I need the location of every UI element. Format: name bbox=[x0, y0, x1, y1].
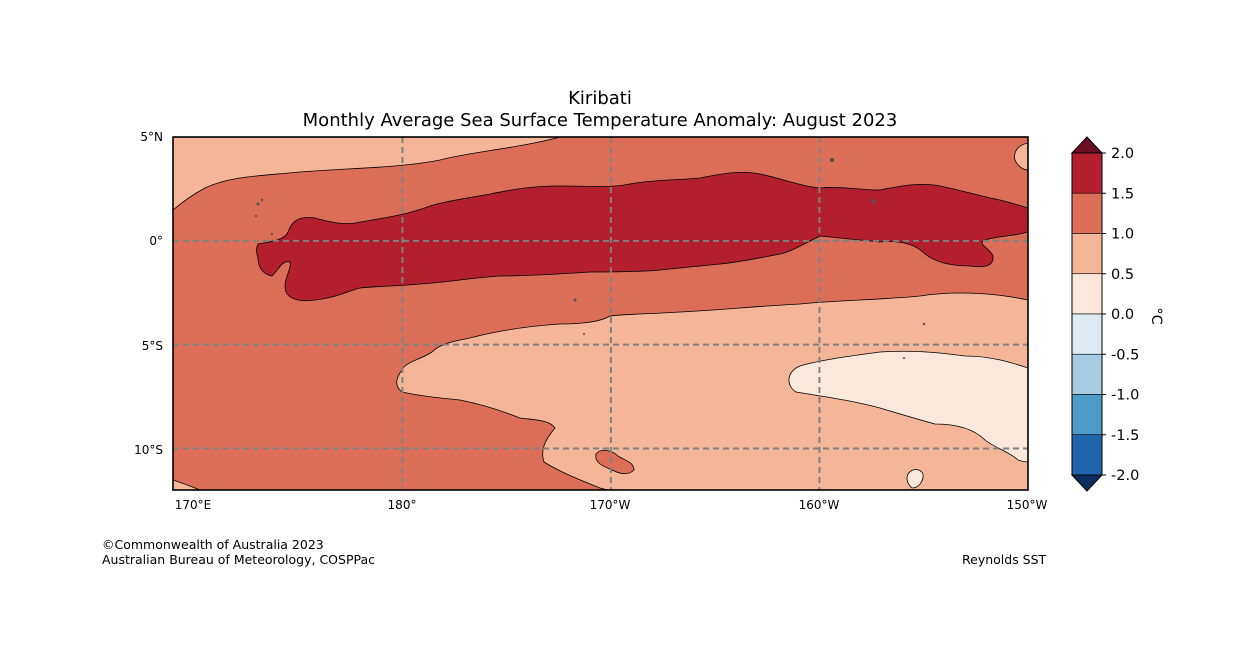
map-frame bbox=[172, 136, 1029, 491]
map-region-title: Kiribati bbox=[568, 88, 632, 109]
lon-label-180: 180° bbox=[388, 498, 417, 512]
map-main-title: Monthly Average Sea Surface Temperature … bbox=[302, 110, 898, 131]
lon-label-170w: 170°W bbox=[590, 498, 631, 512]
map-gridlines bbox=[173, 137, 1028, 490]
copyright-credit: ©Commonwealth of Australia 2023 bbox=[102, 537, 324, 552]
anomaly-band-0.0-0.5 bbox=[788, 350, 1028, 463]
colorbar-tick-label: 1.5 bbox=[1111, 186, 1134, 202]
lon-label-160w: 160°W bbox=[799, 498, 840, 512]
colorbar-level-box bbox=[1071, 353, 1103, 395]
anomaly-band-0.0-0.5-small bbox=[906, 469, 924, 489]
anomaly-band-0.5-1.0-sw bbox=[173, 479, 201, 490]
latitude-labels: 5°N 0° 5°S 10°S bbox=[134, 130, 163, 457]
anomaly-band-0.5-1.0-north bbox=[173, 137, 1028, 211]
colorbar-level-box bbox=[1071, 233, 1103, 275]
colorbar-tick-label: 0.0 bbox=[1111, 307, 1134, 323]
lat-label-5n: 5°N bbox=[140, 130, 163, 144]
colorbar-tick-label: -1.0 bbox=[1111, 388, 1139, 404]
colorbar-level-box bbox=[1071, 434, 1103, 476]
colorbar-tick-labels: 2.0 1.5 1.0 0.5 0.0 -0.5 -1.0 -1.5 -2.0 bbox=[1102, 146, 1139, 484]
island-markers bbox=[254, 158, 926, 359]
colorbar-levels bbox=[1071, 152, 1103, 476]
anomaly-band-0.5-1.0-ne bbox=[1014, 142, 1028, 171]
colorbar-level-box bbox=[1071, 152, 1103, 194]
colorbar-tick-label: 0.5 bbox=[1111, 267, 1134, 283]
colorbar-extend-min bbox=[1070, 474, 1104, 492]
lat-label-10s: 10°S bbox=[134, 443, 163, 457]
anomaly-band-0.5-1.0-south bbox=[396, 292, 1028, 490]
colorbar-tick-label: -0.5 bbox=[1111, 347, 1139, 363]
lon-label-170e: 170°E bbox=[175, 498, 212, 512]
lon-label-150w: 150°W bbox=[1007, 498, 1048, 512]
colorbar-tick-label: 2.0 bbox=[1111, 146, 1134, 162]
agency-credit: Australian Bureau of Meteorology, COSPPa… bbox=[102, 552, 375, 567]
colorbar-unit-label: °C bbox=[1148, 307, 1164, 324]
map-contour-fields bbox=[173, 137, 1028, 490]
colorbar-tick-label: 1.0 bbox=[1111, 227, 1134, 243]
colorbar: 2.0 1.5 1.0 0.5 0.0 -0.5 -1.0 -1.5 -2.0 °C bbox=[1070, 136, 1164, 492]
colorbar-level-box bbox=[1071, 273, 1103, 315]
colorbar-level-box bbox=[1071, 313, 1103, 355]
data-source-credit: Reynolds SST bbox=[962, 552, 1047, 567]
longitude-labels: 170°E 180° 170°W 160°W 150°W bbox=[175, 498, 1048, 512]
colorbar-extend-max bbox=[1070, 136, 1104, 154]
colorbar-level-box bbox=[1071, 192, 1103, 234]
lat-label-0: 0° bbox=[149, 234, 163, 248]
colorbar-tick-label: -2.0 bbox=[1111, 468, 1139, 484]
lat-label-5s: 5°S bbox=[142, 339, 163, 353]
anomaly-band-1.5-2.0-core bbox=[256, 171, 1028, 302]
colorbar-level-box bbox=[1071, 394, 1103, 436]
colorbar-tick-label: -1.5 bbox=[1111, 428, 1139, 444]
